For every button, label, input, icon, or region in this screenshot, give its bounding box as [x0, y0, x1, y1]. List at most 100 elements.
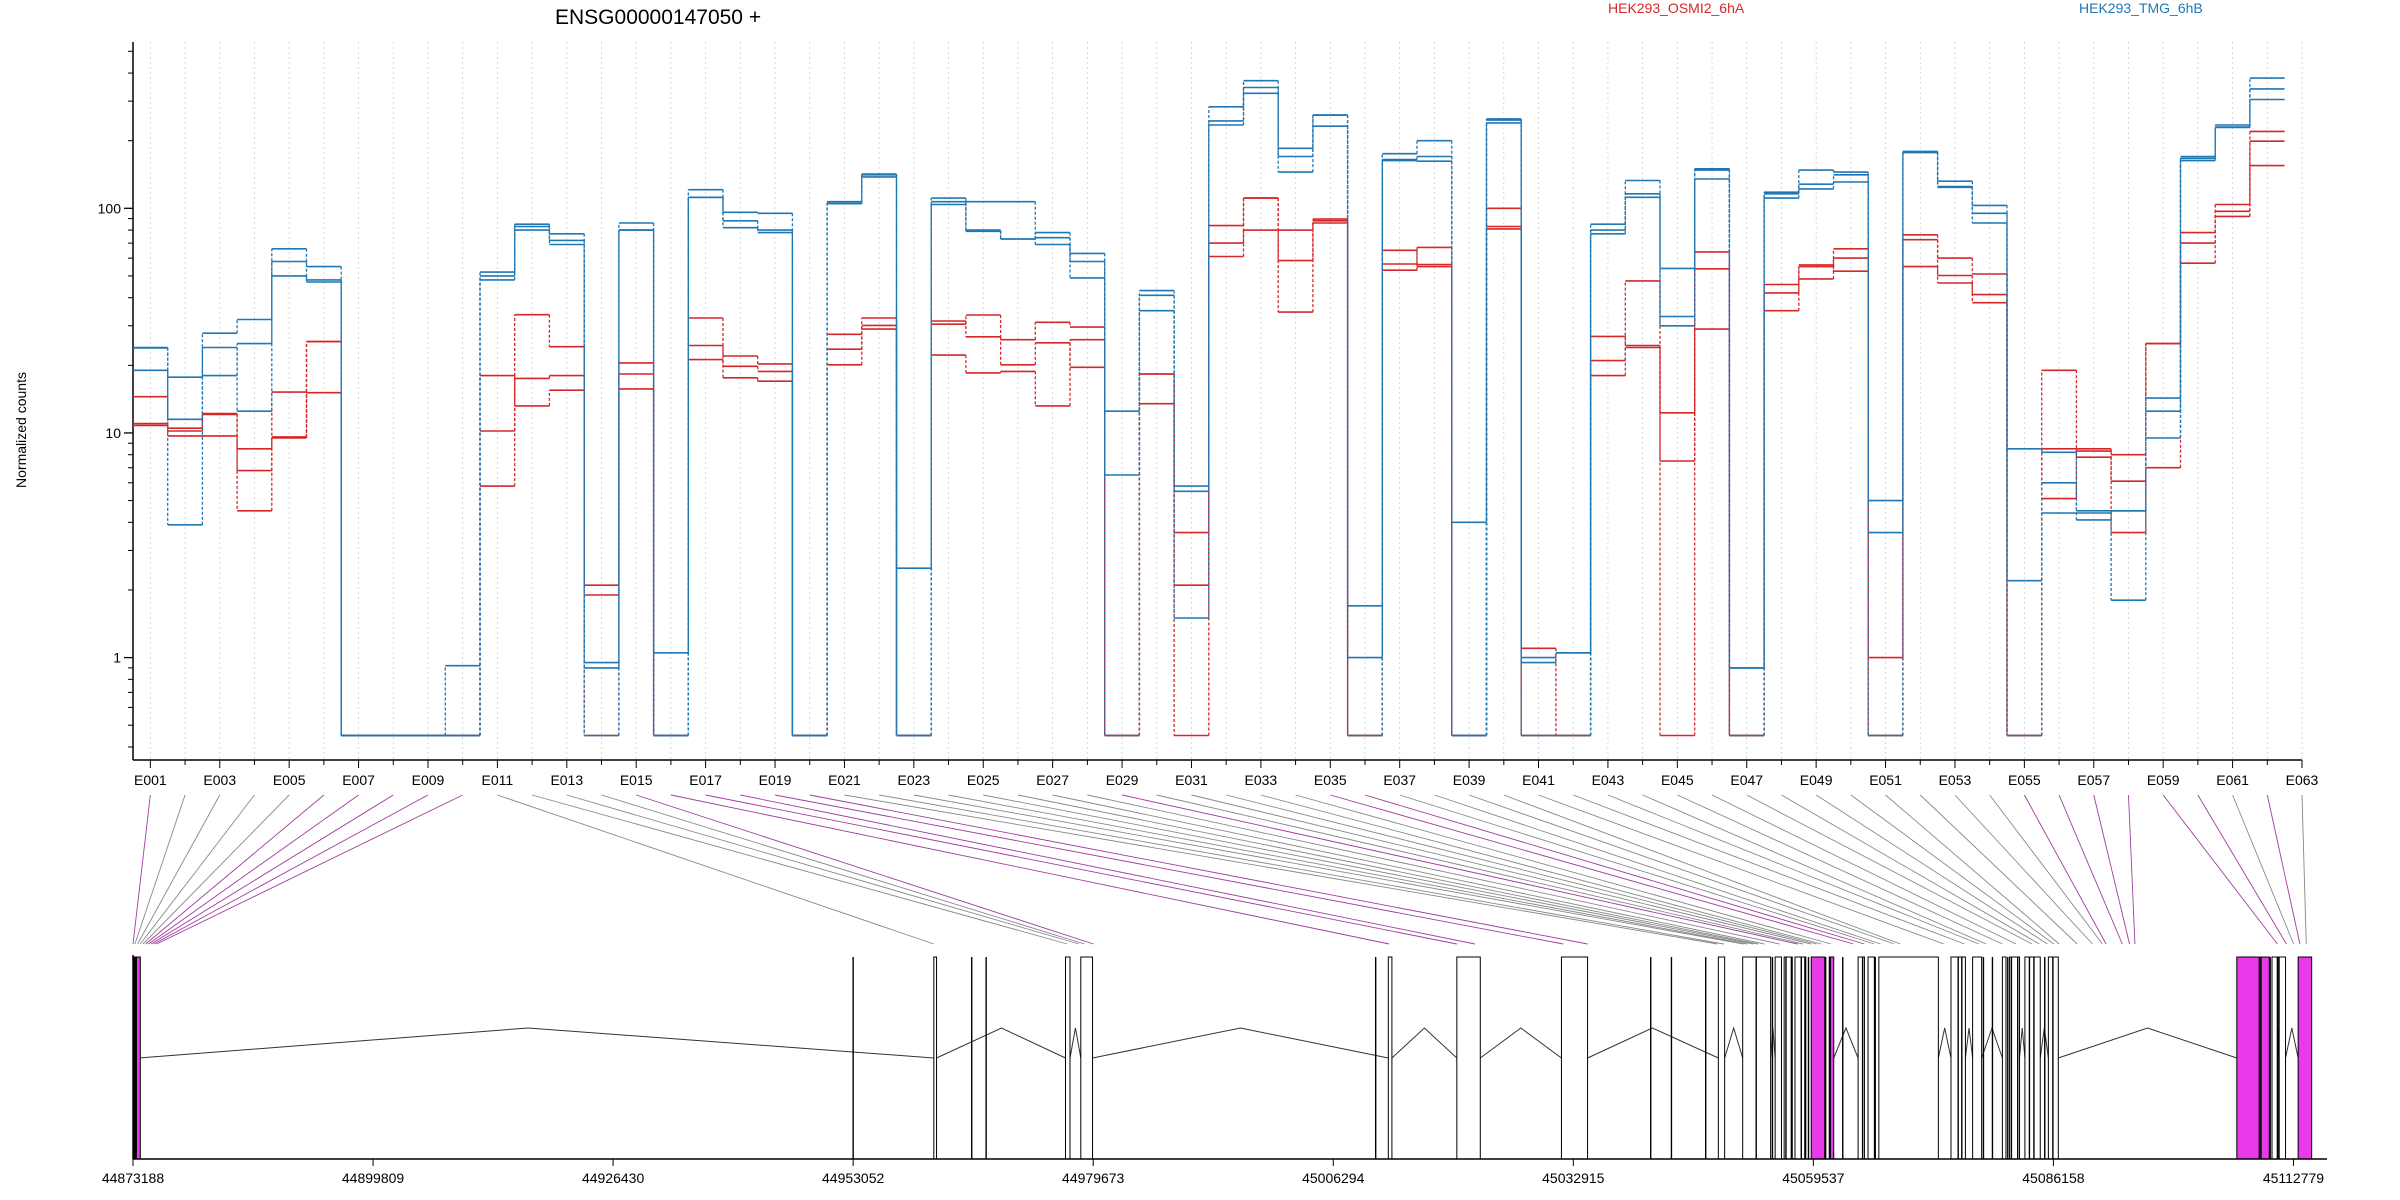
x-tick-label: E043 [1592, 772, 1625, 788]
x-tick-label: E047 [1730, 772, 1763, 788]
gene-exon-box [1080, 956, 1094, 1160]
genome-tick-label: 44953052 [822, 1170, 885, 1186]
exon-connector [948, 794, 1748, 945]
exon-connector [2232, 794, 2295, 945]
exon-connector [670, 794, 1390, 945]
x-tick-label: E041 [1522, 772, 1555, 788]
exon-connector [497, 794, 934, 945]
genome-tick-label: 44873188 [102, 1170, 165, 1186]
y-tick-label: 1 [113, 650, 121, 666]
y-tick-label: 10 [105, 425, 121, 441]
exon-connector [1330, 794, 1854, 945]
exon-connector [1919, 794, 2078, 945]
exon-connector [2058, 794, 2123, 945]
x-tick-label: E007 [342, 772, 375, 788]
exon-connector [1989, 794, 2103, 945]
exon-connector [1711, 794, 2017, 945]
series-blue-6 [133, 92, 2285, 737]
x-tick-label: E037 [1383, 772, 1416, 788]
x-tick-label: E023 [897, 772, 930, 788]
gene-exon-box [2024, 956, 2041, 1160]
intron-line [1092, 1027, 1389, 1059]
gene-exon-box [1560, 956, 1589, 1160]
series-level-line [133, 92, 2285, 737]
exon-connector [2162, 794, 2278, 945]
intron-line [2285, 1027, 2299, 1059]
exon-connector [2197, 794, 2287, 945]
exon-connector [1677, 794, 2003, 945]
x-tick-label: E013 [550, 772, 583, 788]
y-tick-label: 100 [98, 200, 122, 216]
exon-connector [1573, 794, 1965, 945]
gene-exon-box [1867, 956, 1875, 1160]
x-tick-label: E055 [2008, 772, 2041, 788]
exon-connector [913, 794, 1744, 945]
genome-axis: 44873188 44899809 44926430 44953052 44979673… [102, 955, 2327, 1186]
gene-exon-box [1972, 956, 1983, 1160]
gene-exon-box [2278, 956, 2287, 1160]
x-tick-label: E011 [482, 772, 514, 788]
gene-exon-box [1387, 956, 1393, 1160]
intron-line [1833, 1026, 1859, 1059]
gene-label: ENSG00000147050 + [555, 6, 761, 29]
exon-connector [145, 794, 325, 945]
y-axis-label: Normalized counts [13, 372, 29, 488]
exon-connector [150, 794, 394, 945]
x-tick-label: E027 [1036, 772, 1069, 788]
gene-exon-box [1717, 956, 1726, 1160]
x-tick-label: E019 [759, 772, 792, 788]
exon-connector [1850, 794, 2055, 945]
exon-connector [1781, 794, 2040, 945]
exon-connector [2093, 794, 2130, 945]
intron-line [2019, 1027, 2026, 1059]
x-tick-label: E031 [1175, 772, 1208, 788]
exon-connector [2301, 794, 2307, 945]
gene-exon-box [933, 956, 938, 1160]
exon-connector [1642, 794, 1987, 945]
exon-connector [1538, 794, 1944, 945]
exon-connector [1364, 794, 1865, 945]
series-group [133, 77, 2285, 737]
x-tick-label: E015 [620, 772, 653, 788]
intron-line [138, 1027, 934, 1059]
exon-connectors [132, 794, 2307, 945]
intron-line [1069, 1027, 1082, 1059]
exon-connector [1815, 794, 2048, 945]
exon-connector [1191, 794, 1812, 945]
exon-connector [1885, 794, 2060, 945]
genome-tick-label: 44926430 [582, 1170, 645, 1186]
gene-exon-box [2001, 956, 2007, 1160]
intron-line [1724, 1026, 1744, 1059]
x-tick-label: E017 [689, 772, 722, 788]
x-tick-label: E035 [1314, 772, 1347, 788]
gene-exon-box [2236, 956, 2261, 1160]
gene-exon-box [1774, 956, 1782, 1160]
gene-exon-box [1810, 956, 1826, 1160]
exon-connector [137, 794, 221, 945]
exon-connector [1607, 794, 1980, 945]
exon-connector [1503, 794, 1901, 945]
genome-tick-label: 45086158 [2022, 1170, 2085, 1186]
x-axis-exons: E001 E003 E005 E007 E009 E011 E013 E015 E017 E019… [133, 759, 2319, 788]
exon-connector [1399, 794, 1875, 945]
exon-connector [809, 794, 1588, 945]
x-tick-label: E001 [134, 772, 167, 788]
genome-tick-label: 45112779 [2263, 1170, 2324, 1186]
exon-connector [1087, 794, 1780, 945]
x-tick-label: E057 [2077, 772, 2110, 788]
gene-exon-box [1794, 956, 1807, 1160]
exon-connector [1121, 794, 1798, 945]
x-tick-label: E051 [1869, 772, 1902, 788]
genome-tick-label: 45032915 [1542, 1170, 1605, 1186]
exon-connector [1295, 794, 1832, 945]
x-tick-label: E053 [1939, 772, 1972, 788]
x-tick-label: E059 [2147, 772, 2180, 788]
genome-tick-label: 45059537 [1782, 1170, 1845, 1186]
x-tick-label: E039 [1453, 772, 1486, 788]
exon-connector [1052, 794, 1765, 945]
exon-gridlines [149, 42, 2303, 760]
exon-connector [142, 794, 290, 945]
exon-connector [139, 794, 255, 945]
x-tick-label: E005 [273, 772, 306, 788]
